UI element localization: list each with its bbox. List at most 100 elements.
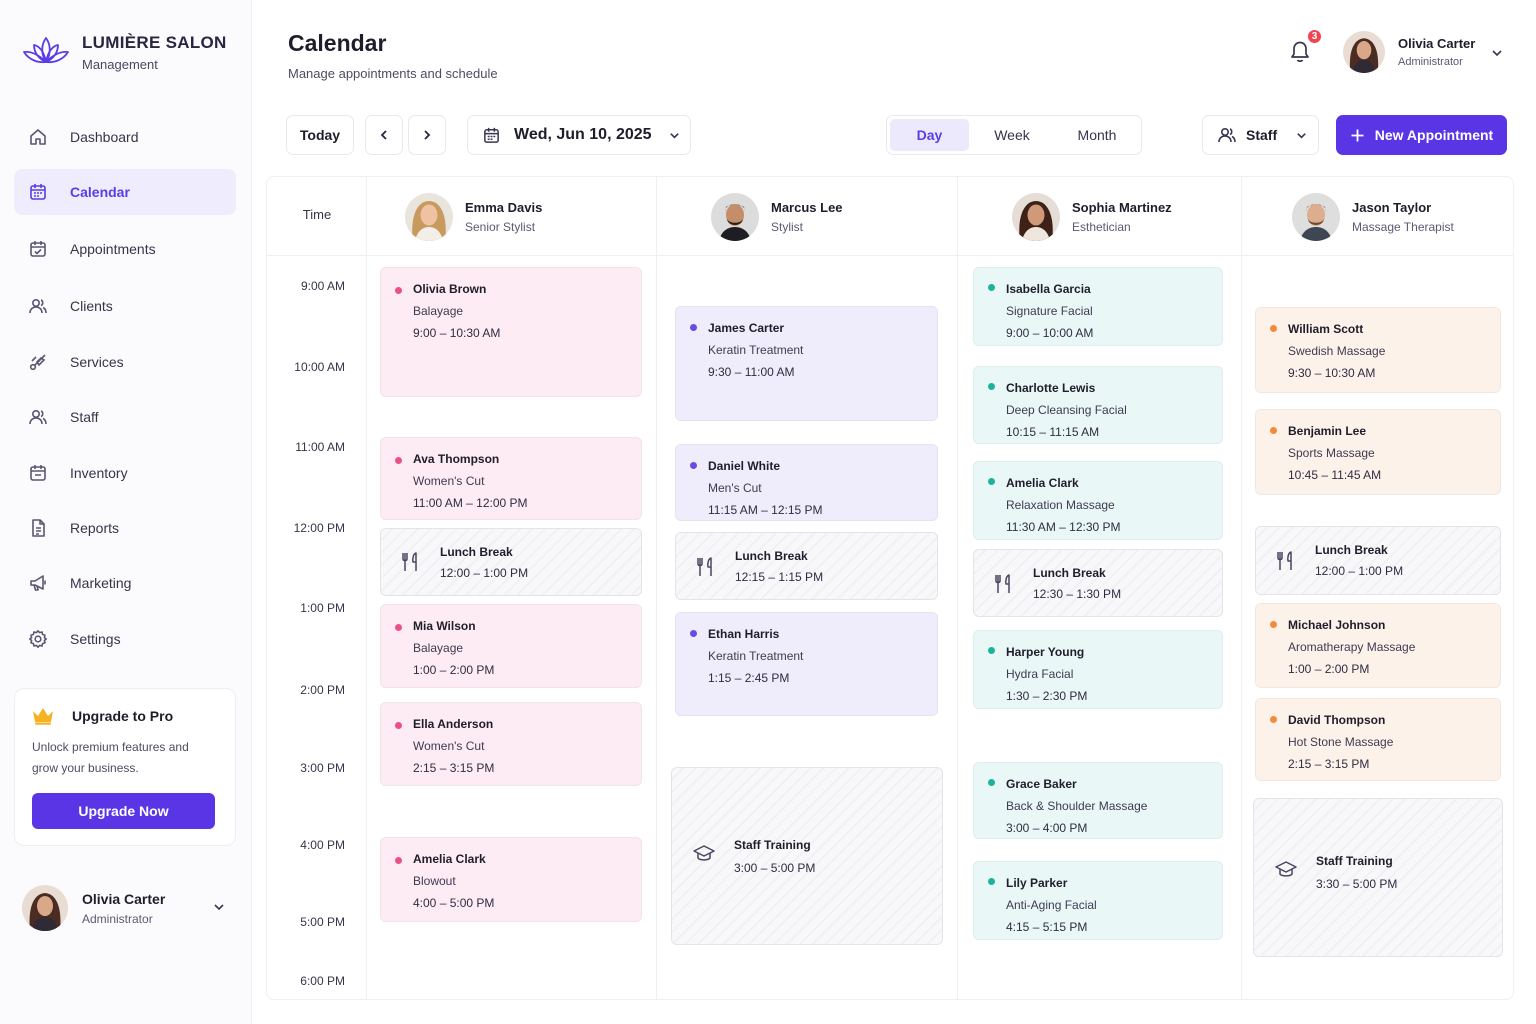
appointment-card[interactable]: Ava Thompson Women's Cut 11:00 AM – 12:0… xyxy=(380,437,642,520)
appointment-card[interactable]: Ella Anderson Women's Cut 2:15 – 3:15 PM xyxy=(380,702,642,786)
graduation-cap-icon xyxy=(1275,861,1297,877)
next-day-button[interactable] xyxy=(408,115,446,155)
nav-label: Dashboard xyxy=(70,129,139,145)
nav-clients[interactable]: Clients xyxy=(14,283,236,329)
appointment-time: 3:00 – 4:00 PM xyxy=(1006,821,1088,835)
appointment-card[interactable]: William Scott Swedish Massage 9:30 – 10:… xyxy=(1255,307,1501,393)
service-name: Balayage xyxy=(413,641,464,655)
nav-dashboard[interactable]: Dashboard xyxy=(14,114,236,160)
nav-appointments[interactable]: Appointments xyxy=(14,226,236,272)
nav-services[interactable]: Services xyxy=(14,339,236,385)
lunch-break-block[interactable]: Lunch Break 12:00 – 1:00 PM xyxy=(380,528,642,596)
nav-reports[interactable]: Reports xyxy=(14,505,236,551)
user-role: Administrator xyxy=(82,911,153,926)
appointment-card[interactable]: Olivia Brown Balayage 9:00 – 10:30 AM xyxy=(380,267,642,397)
staff-column-header-sophia-martinez[interactable]: Sophia Martinez Esthetician xyxy=(1012,193,1172,241)
appointment-time: 10:15 – 11:15 AM xyxy=(1006,425,1100,439)
training-time: 3:00 – 5:00 PM xyxy=(734,861,816,875)
notification-badge: 3 xyxy=(1306,28,1323,45)
appointment-card[interactable]: Mia Wilson Balayage 1:00 – 2:00 PM xyxy=(380,604,642,688)
appointment-time: 4:15 – 5:15 PM xyxy=(1006,920,1088,934)
appointment-card[interactable]: Charlotte Lewis Deep Cleansing Facial 10… xyxy=(973,366,1223,444)
service-name: Signature Facial xyxy=(1006,304,1093,318)
nav-marketing[interactable]: Marketing xyxy=(14,560,236,606)
chevron-down-icon xyxy=(669,132,679,138)
appointment-card[interactable]: Amelia Clark Relaxation Massage 11:30 AM… xyxy=(973,461,1223,540)
status-dot xyxy=(988,878,995,885)
appointment-card[interactable]: Lily Parker Anti-Aging Facial 4:15 – 5:1… xyxy=(973,861,1223,940)
box-icon xyxy=(30,465,46,481)
chevron-down-icon[interactable] xyxy=(1490,46,1504,60)
lunch-break-block[interactable]: Lunch Break 12:00 – 1:00 PM xyxy=(1255,526,1501,595)
today-button[interactable]: Today xyxy=(286,115,354,155)
appointment-card[interactable]: Daniel White Men's Cut 11:15 AM – 12:15 … xyxy=(675,444,938,521)
previous-day-button[interactable] xyxy=(365,115,403,155)
appointment-card[interactable]: James Carter Keratin Treatment 9:30 – 11… xyxy=(675,306,938,421)
nav-calendar[interactable]: Calendar xyxy=(14,169,236,215)
chevron-right-icon xyxy=(424,130,431,140)
status-dot xyxy=(988,647,995,654)
appointment-time: 9:30 – 11:00 AM xyxy=(708,365,795,379)
chevron-down-icon xyxy=(1297,132,1306,138)
time-label: 6:00 PM xyxy=(300,974,345,988)
break-time: 12:30 – 1:30 PM xyxy=(1033,587,1122,601)
avatar xyxy=(405,193,453,241)
client-name: Grace Baker xyxy=(1006,777,1077,791)
status-dot xyxy=(1270,325,1277,332)
staff-name: Marcus Lee xyxy=(771,200,843,215)
appointment-card[interactable]: David Thompson Hot Stone Massage 2:15 – … xyxy=(1255,698,1501,781)
upgrade-now-button[interactable]: Upgrade Now xyxy=(32,793,215,829)
nav-settings[interactable]: Settings xyxy=(14,616,236,662)
training-title: Staff Training xyxy=(734,838,811,852)
page-subtitle: Manage appointments and schedule xyxy=(288,66,498,81)
service-name: Blowout xyxy=(413,874,456,888)
client-name: Mia Wilson xyxy=(413,619,476,633)
appointment-time: 1:00 – 2:00 PM xyxy=(1288,662,1370,676)
staff-role: Massage Therapist xyxy=(1352,220,1454,234)
date-picker[interactable]: Wed, Jun 10, 2025 xyxy=(467,115,691,155)
tab-day[interactable]: Day xyxy=(890,119,969,151)
staff-filter-dropdown[interactable]: Staff xyxy=(1202,115,1319,155)
status-dot xyxy=(988,779,995,786)
nav-staff[interactable]: Staff xyxy=(14,394,236,440)
lunch-break-block[interactable]: Lunch Break 12:30 – 1:30 PM xyxy=(973,549,1223,617)
staff-name: Jason Taylor xyxy=(1352,200,1432,215)
new-appointment-label: New Appointment xyxy=(1374,127,1494,143)
tab-month[interactable]: Month xyxy=(1077,127,1117,143)
appointment-card[interactable]: Michael Johnson Aromatherapy Massage 1:0… xyxy=(1255,603,1501,688)
appointment-time: 1:15 – 2:45 PM xyxy=(708,671,790,685)
staff-column-header-marcus-lee[interactable]: Marcus Lee Stylist xyxy=(711,193,843,241)
staff-training-block[interactable]: Staff Training 3:30 – 5:00 PM xyxy=(1253,798,1503,957)
status-dot xyxy=(395,287,402,294)
calendar-check-icon xyxy=(30,241,46,257)
header-user-menu[interactable]: Olivia Carter Administrator xyxy=(1343,31,1475,73)
bell-icon[interactable] xyxy=(1285,36,1315,66)
staff-training-block[interactable]: Staff Training 3:00 – 5:00 PM xyxy=(671,767,943,945)
appointment-card[interactable]: Harper Young Hydra Facial 1:30 – 2:30 PM xyxy=(973,630,1223,709)
appointment-card[interactable]: Ethan Harris Keratin Treatment 1:15 – 2:… xyxy=(675,612,938,716)
lunch-break-block[interactable]: Lunch Break 12:15 – 1:15 PM xyxy=(675,532,938,600)
client-name: Lily Parker xyxy=(1006,876,1068,890)
brand[interactable]: LUMIÈRE SALON Management xyxy=(22,32,227,72)
staff-column-header-emma-davis[interactable]: Emma Davis Senior Stylist xyxy=(405,193,542,241)
appointment-card[interactable]: Amelia Clark Blowout 4:00 – 5:00 PM xyxy=(380,837,642,922)
status-dot xyxy=(1270,716,1277,723)
client-name: Amelia Clark xyxy=(1006,476,1079,490)
new-appointment-button[interactable]: New Appointment xyxy=(1336,115,1507,155)
nav-label: Staff xyxy=(70,409,99,425)
nav-inventory[interactable]: Inventory xyxy=(14,450,236,496)
brand-name: LUMIÈRE SALON xyxy=(82,32,227,52)
client-name: William Scott xyxy=(1288,322,1364,336)
time-label: 9:00 AM xyxy=(300,279,345,293)
service-name: Aromatherapy Massage xyxy=(1288,640,1416,654)
tab-week[interactable]: Week xyxy=(994,127,1030,143)
sidebar-user-menu[interactable]: Olivia Carter Administrator xyxy=(22,884,236,932)
break-title: Lunch Break xyxy=(1033,566,1106,580)
appointment-card[interactable]: Benjamin Lee Sports Massage 10:45 – 11:4… xyxy=(1255,409,1501,495)
break-title: Lunch Break xyxy=(735,549,808,563)
time-column-header: Time xyxy=(302,207,332,222)
staff-column-header-jason-taylor[interactable]: Jason Taylor Massage Therapist xyxy=(1292,193,1454,241)
break-title: Lunch Break xyxy=(440,545,513,559)
appointment-card[interactable]: Isabella Garcia Signature Facial 9:00 – … xyxy=(973,267,1223,346)
appointment-card[interactable]: Grace Baker Back & Shoulder Massage 3:00… xyxy=(973,762,1223,839)
